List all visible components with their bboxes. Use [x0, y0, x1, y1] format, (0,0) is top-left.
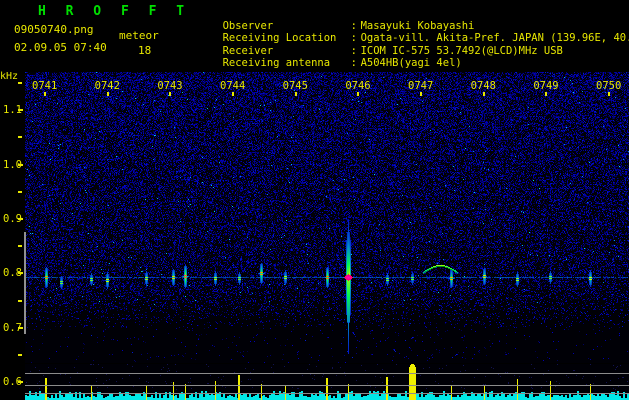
metadata-key: Receiver: [222, 44, 274, 57]
y-tick-mark: [18, 109, 23, 112]
x-tick-label: 0741: [32, 80, 58, 92]
x-tick-label: 0742: [94, 80, 120, 92]
x-tick-mark: [357, 92, 360, 96]
spectrogram-canvas: [25, 72, 629, 363]
x-tick-mark: [44, 92, 46, 96]
x-tick-mark: [232, 92, 234, 96]
metadata-row: Receiving antenna: A504HB(yagi 4el): [172, 45, 629, 69]
y-tick-mark: [18, 381, 23, 384]
metadata-sep: :: [350, 44, 357, 57]
y-tick-mark: [18, 217, 23, 220]
y-minor-tick-mark: [18, 136, 22, 139]
metadata-row: Observer: Masayuki Kobayashi: [172, 7, 629, 32]
metadata-sep: :: [350, 19, 357, 32]
x-tick-mark: [169, 92, 172, 96]
metadata-value: ICOM IC-575 53.7492(@LCD)MHz USB: [360, 44, 563, 57]
x-tick-mark: [608, 92, 610, 96]
amplitude-strip-plot: [25, 364, 629, 400]
header-panel: H R O F F T 09050740.png 02.09.05 07:40 …: [0, 0, 629, 70]
y-tick-label: 0.9: [3, 212, 22, 225]
count-value-label: 18: [138, 44, 152, 57]
y-minor-tick-mark: [18, 245, 22, 248]
x-tick-label: 0743: [157, 80, 183, 92]
reference-marker-line: [24, 232, 26, 334]
y-tick-label: 0.7: [3, 321, 22, 334]
count-type-label: meteor: [119, 29, 159, 42]
x-tick-label: 0745: [282, 80, 308, 92]
y-minor-tick-mark: [18, 81, 22, 84]
metadata-value: Masayuki Kobayashi: [360, 19, 475, 32]
strip-gridline: [25, 373, 629, 374]
metadata-sep: :: [350, 57, 357, 70]
y-tick-label: 0.8: [3, 267, 22, 280]
metadata-row: Receiver: ICOM IC-575 53.7492(@LCD)MHz US…: [172, 32, 629, 57]
y-tick-mark: [18, 326, 23, 329]
y-tick-mark: [18, 163, 23, 166]
x-tick-mark: [420, 92, 422, 96]
x-tick-label: 0747: [408, 80, 434, 92]
file-name-label: 09050740.png: [14, 23, 94, 36]
capture-datetime-label: 02.09.05 07:40: [14, 41, 107, 54]
metadata-row: Receiving Location: Ogata-vill. Akita-Pre…: [172, 20, 629, 44]
spectrogram-plot: [25, 72, 629, 363]
x-tick-label: 0746: [345, 80, 371, 92]
y-tick-label: 0.6: [3, 376, 22, 389]
x-tick-mark: [545, 92, 548, 96]
x-tick-mark: [106, 92, 109, 96]
metadata-block: Observer: Masayuki Kobayashi Receiving Lo…: [172, 7, 629, 70]
app-logo: H R O F F T: [38, 4, 191, 19]
x-tick-label: 0749: [533, 80, 559, 92]
x-tick-label: 0748: [470, 80, 496, 92]
x-tick-mark: [482, 92, 485, 96]
y-minor-tick-mark: [18, 354, 22, 357]
y-minor-tick-mark: [18, 190, 22, 193]
metadata-key: Receiving Location: [222, 32, 337, 45]
metadata-key: Observer: [222, 19, 274, 32]
y-tick-label: 1.1: [3, 104, 22, 117]
y-axis-label: kHz: [0, 71, 19, 82]
y-minor-tick-mark: [18, 299, 22, 302]
amplitude-strip-canvas: [25, 364, 629, 400]
x-tick-label: 0750: [596, 80, 622, 92]
x-tick-label: 0744: [220, 80, 246, 92]
strip-gridline: [25, 393, 629, 394]
metadata-value: A504HB(yagi 4el): [360, 57, 462, 70]
x-tick-mark: [294, 92, 297, 96]
metadata-value: Ogata-vill. Akita-Pref. JAPAN (139.96E, …: [360, 32, 629, 45]
y-tick-mark: [18, 272, 23, 275]
metadata-key: Receiving antenna: [222, 57, 331, 70]
strip-gridline: [25, 385, 629, 386]
metadata-sep: :: [350, 32, 357, 45]
y-tick-label: 1.0: [3, 158, 22, 171]
